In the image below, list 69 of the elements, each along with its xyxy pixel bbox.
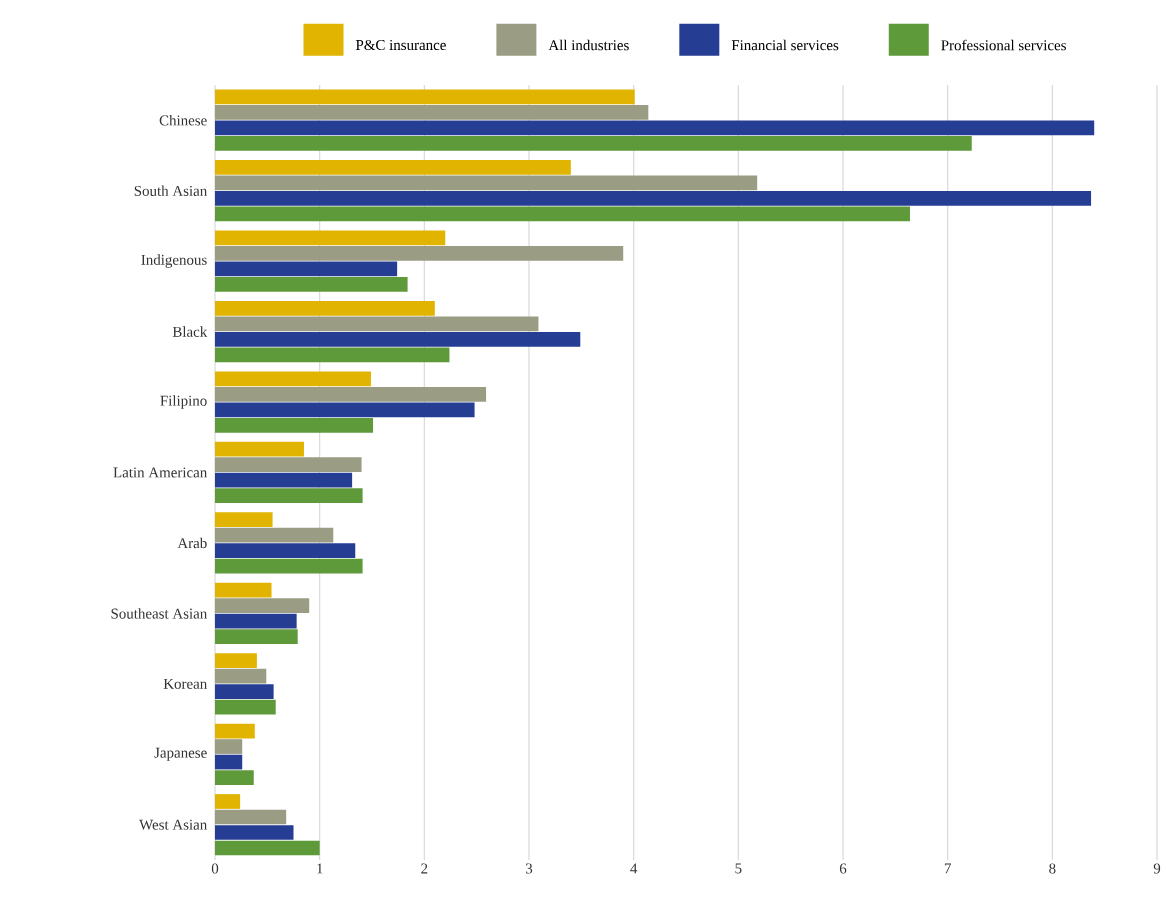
bar bbox=[215, 723, 255, 739]
bar bbox=[215, 794, 241, 809]
bar bbox=[215, 582, 272, 598]
bar bbox=[215, 809, 287, 825]
y-tick-label: Chinese bbox=[159, 114, 207, 126]
bar bbox=[215, 472, 353, 488]
bar bbox=[215, 89, 635, 105]
legend-label: All industries bbox=[548, 39, 629, 51]
legend-label: Professional services bbox=[941, 39, 1066, 51]
bar bbox=[215, 699, 276, 715]
x-tick-label: 7 bbox=[944, 863, 951, 874]
bar bbox=[215, 230, 446, 246]
bar bbox=[215, 277, 408, 292]
y-tick-label: Black bbox=[172, 326, 208, 337]
bar bbox=[215, 770, 254, 785]
bar bbox=[215, 825, 294, 840]
bar bbox=[215, 598, 310, 613]
bar bbox=[215, 316, 539, 332]
bar bbox=[215, 261, 398, 277]
bar bbox=[215, 840, 320, 856]
bar bbox=[215, 136, 972, 151]
y-tick-label: Arab bbox=[177, 537, 207, 549]
x-tick-label: 2 bbox=[421, 863, 428, 874]
bar bbox=[215, 402, 475, 418]
legend-label: Financial services bbox=[731, 39, 839, 51]
x-tick-label: 6 bbox=[839, 863, 847, 874]
bar bbox=[215, 417, 374, 433]
x-tick-label: 0 bbox=[211, 863, 219, 874]
y-tick-label: Korean bbox=[163, 678, 208, 689]
y-tick-label: Indigenous bbox=[141, 254, 207, 268]
bar bbox=[215, 512, 273, 528]
bar bbox=[215, 457, 362, 473]
y-tick-label: Latin American bbox=[113, 467, 208, 478]
bar bbox=[215, 371, 371, 387]
bar bbox=[215, 488, 363, 504]
bar bbox=[215, 754, 243, 770]
bar bbox=[215, 558, 363, 574]
x-tick-label: 4 bbox=[630, 863, 638, 874]
bar bbox=[215, 386, 487, 402]
y-tick-label: Southeast Asian bbox=[111, 608, 208, 619]
x-tick-label: 5 bbox=[735, 863, 742, 874]
bar bbox=[215, 105, 649, 120]
bar bbox=[215, 331, 581, 347]
bar bbox=[215, 120, 1095, 136]
bar bbox=[215, 543, 356, 559]
bar bbox=[215, 527, 334, 543]
x-tick-label: 9 bbox=[1153, 863, 1161, 874]
legend-label: P&C insurance bbox=[355, 39, 446, 51]
y-tick-label: South Asian bbox=[134, 185, 208, 196]
bar bbox=[215, 160, 571, 175]
y-tick-label: Filipino bbox=[160, 395, 207, 409]
bar bbox=[215, 191, 1092, 206]
bar bbox=[215, 175, 758, 191]
bar bbox=[215, 206, 910, 222]
y-tick-label: West Asian bbox=[139, 819, 207, 830]
bar bbox=[215, 653, 257, 668]
y-tick-label: Japanese bbox=[154, 747, 207, 761]
x-tick-label: 3 bbox=[525, 863, 533, 874]
bar bbox=[215, 684, 274, 699]
bar bbox=[215, 441, 304, 457]
bar bbox=[215, 668, 267, 684]
bar bbox=[215, 300, 435, 316]
bar bbox=[215, 347, 450, 363]
bar bbox=[215, 246, 624, 261]
bar bbox=[215, 613, 297, 629]
bar bbox=[215, 629, 298, 644]
bar bbox=[215, 739, 243, 754]
x-tick-label: 1 bbox=[317, 863, 323, 874]
x-tick-label: 8 bbox=[1049, 863, 1056, 874]
